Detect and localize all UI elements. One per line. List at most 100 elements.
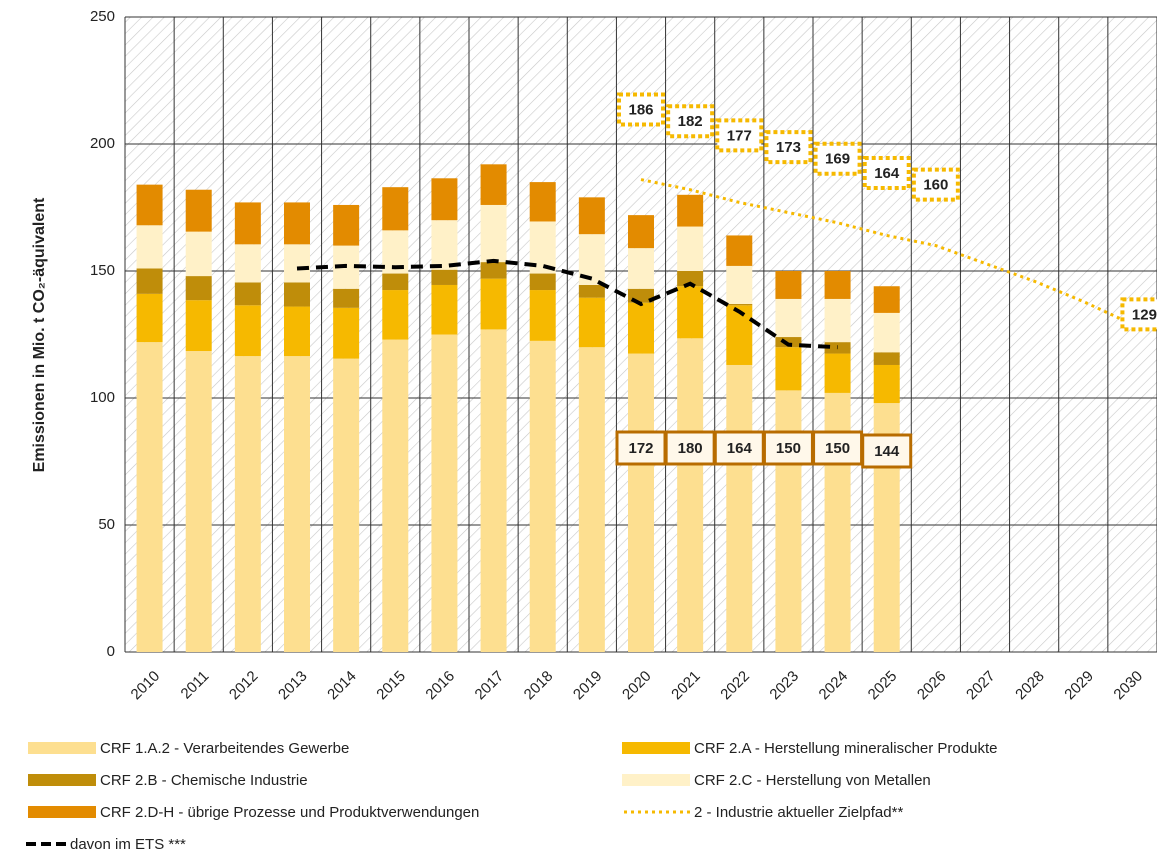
bar-segment: [234, 356, 261, 652]
bar-segment: [873, 312, 900, 353]
bar-segment: [136, 225, 163, 269]
bar-segment: [284, 306, 310, 357]
bar-segment: [382, 187, 409, 231]
bar-segment: [431, 334, 458, 652]
legend-label: davon im ETS ***: [70, 836, 186, 853]
value-label-box: [764, 130, 813, 165]
value-label-box: [715, 118, 764, 153]
legend-label: CRF 2.D-H - übrige Prozesse und Produktv…: [100, 804, 479, 821]
total-label-box: [861, 433, 913, 469]
bar-segment: [775, 337, 802, 348]
bar-segment: [578, 347, 605, 652]
line-series: [296, 258, 838, 350]
bar-segment: [529, 340, 556, 652]
x-tick-label: 2024: [816, 668, 852, 704]
value-label: 160: [923, 177, 948, 194]
bar-segment: [824, 271, 851, 299]
x-tick-label: 2016: [422, 668, 458, 704]
bar-segment: [726, 304, 753, 306]
bar-segment: [234, 305, 261, 357]
value-label: 182: [678, 113, 703, 130]
x-tick-label: 2029: [1061, 668, 1097, 704]
x-tick-label: 2027: [963, 668, 999, 704]
value-label: 186: [628, 102, 653, 119]
x-tick-label: 2022: [717, 668, 753, 704]
total-label: 180: [678, 440, 703, 457]
bar-segment: [480, 329, 507, 652]
legend-label: CRF 2.C - Herstellung von Metallen: [694, 772, 931, 789]
total-label: 164: [727, 440, 753, 457]
bar-segment: [480, 262, 507, 279]
legend-label: 2 - Industrie aktueller Zielpfad**: [694, 804, 903, 821]
legend-swatch: [28, 742, 96, 754]
bar-segment: [382, 339, 409, 652]
x-tick-label: 2026: [914, 668, 950, 704]
bar-segment: [431, 269, 458, 285]
value-label-box: [1120, 297, 1157, 332]
bar-segment: [431, 178, 458, 221]
legend-label: CRF 2.B - Chemische Industrie: [100, 772, 308, 789]
total-label: 150: [776, 440, 801, 457]
bar-segment: [284, 244, 310, 283]
x-tick-label: 2020: [619, 668, 655, 704]
line-series: [640, 178, 1134, 326]
y-axis-label: Emissionen in Mio. t CO₂-äquivalent: [31, 197, 48, 472]
bar-segment: [677, 226, 704, 271]
x-tick-label: 2014: [324, 668, 360, 704]
legend-label: CRF 1.A.2 - Verarbeitendes Gewerbe: [100, 740, 349, 757]
x-tick-label: 2010: [128, 668, 164, 704]
legend-swatch: [622, 742, 690, 754]
bar-segment: [234, 244, 261, 283]
x-tick-label: 2012: [226, 668, 262, 704]
bar-segment: [185, 351, 212, 652]
y-tick-label: 250: [90, 8, 115, 25]
bar-segment: [824, 353, 851, 393]
bar-segment: [726, 305, 753, 365]
total-label: 144: [874, 443, 900, 460]
bar-segment: [775, 347, 802, 391]
x-tick-label: 2011: [178, 668, 213, 703]
bar-segment: [873, 364, 900, 404]
bar-segment: [136, 293, 163, 343]
value-label: 164: [874, 165, 900, 182]
bar-segment: [578, 297, 605, 348]
y-tick-label: 150: [90, 262, 115, 279]
bar-segment: [136, 268, 163, 294]
total-label: 172: [628, 440, 653, 457]
bar-segment: [284, 356, 310, 652]
bar-segment: [578, 197, 605, 235]
total-label: 150: [825, 440, 850, 457]
bar-segment: [529, 290, 556, 341]
value-label-box: [813, 141, 862, 176]
bar-segment: [185, 189, 212, 232]
bar-segment: [677, 338, 704, 652]
value-label-box: [617, 92, 665, 127]
y-tick-label: 200: [90, 135, 115, 152]
bar-segment: [480, 164, 507, 205]
bar-segment: [677, 286, 704, 339]
x-tick-label: 2018: [521, 668, 557, 704]
x-tick-label: 2013: [275, 668, 311, 704]
bar-segment: [824, 342, 851, 354]
bar-segment: [529, 273, 556, 291]
legend-swatch: [28, 774, 96, 786]
value-label-box: [862, 155, 911, 190]
x-tick-label: 2028: [1012, 668, 1048, 704]
bar-segment: [431, 284, 458, 335]
bar-segment: [480, 204, 507, 263]
x-tick-label: 2021: [668, 668, 704, 704]
bar-segment: [333, 288, 360, 308]
bar-segment: [628, 248, 654, 289]
bar-segment: [775, 390, 802, 652]
bar-segment: [529, 182, 556, 222]
legend-swatch: [622, 774, 690, 786]
value-label: 177: [727, 127, 752, 144]
bar-segment: [873, 286, 900, 313]
value-label-box: [911, 167, 960, 202]
bar-segment: [185, 300, 212, 352]
y-tick-label: 50: [98, 516, 115, 533]
y-tick-label: 100: [90, 389, 115, 406]
bar-segment: [677, 271, 704, 287]
bar-segment: [382, 273, 409, 291]
